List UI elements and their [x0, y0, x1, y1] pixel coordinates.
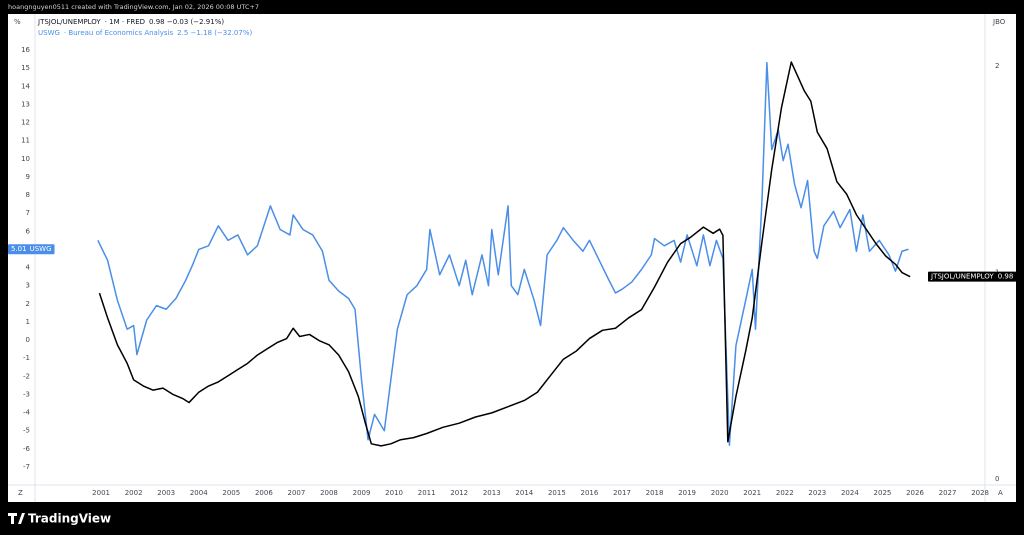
y-tick-label: -4: [23, 409, 31, 417]
corner-left[interactable]: Z: [18, 489, 23, 497]
brand-logo: [8, 513, 25, 524]
x-tick-label: 2014: [515, 489, 533, 497]
y-tick-label: 7: [26, 209, 30, 217]
x-tick-label: 2026: [906, 489, 924, 497]
y-tick-label: 16: [21, 46, 30, 54]
tag-name: JTSJOL/UNEMPLOY: [930, 273, 994, 281]
last-value-tag: 5.01 USWG: [8, 244, 55, 255]
x-tick-label: 2003: [157, 489, 175, 497]
x-tick-label: 2010: [385, 489, 403, 497]
x-tick-label: 2020: [711, 489, 729, 497]
x-tick-label: 2005: [222, 489, 240, 497]
legend-quote: 2.5 −1.18 (−32.07%): [177, 29, 252, 37]
y-tick-label: 13: [21, 100, 30, 108]
x-tick-label: 2013: [483, 489, 501, 497]
y-tick-label: -2: [23, 372, 30, 380]
legend-source: · Bureau of Economics Analysis: [64, 29, 174, 37]
y-tick-label: 2: [26, 300, 30, 308]
brand: TradingView: [28, 512, 111, 526]
x-tick-label: 2011: [418, 489, 436, 497]
tag-value: 5.01: [11, 245, 27, 253]
banner: hoangnguyen0511 created with TradingView…: [8, 3, 259, 11]
x-tick-label: 2017: [613, 489, 631, 497]
y-tick-label: -5: [23, 427, 30, 435]
x-tick-label: 2016: [581, 489, 599, 497]
tag-background: [8, 244, 55, 255]
right-unit: JBO: [992, 18, 1006, 26]
y-tick-label: 11: [21, 137, 30, 145]
legend-source: · 1M · FRED: [105, 18, 145, 26]
corner-right[interactable]: A: [998, 489, 1003, 497]
x-tick-label: 2024: [841, 489, 859, 497]
last-value-tag: JTSJOL/UNEMPLOY 0.98: [928, 271, 1017, 282]
y-tick-label: 15: [21, 64, 30, 72]
y-tick-label: 8: [26, 191, 30, 199]
y-tick-label: -7: [23, 463, 30, 471]
plot: [97, 61, 911, 447]
y-tick-label: 3: [26, 282, 30, 290]
y-tick-label: 6: [26, 227, 31, 235]
y2-tick-label: 2: [995, 62, 999, 70]
x-tick-label: 2023: [808, 489, 826, 497]
x-tick-label: 2021: [743, 489, 761, 497]
legend-name: JTSJOL/UNEMPLOY: [37, 18, 101, 26]
x-tick-label: 2015: [548, 489, 566, 497]
y2-tick-label: 0: [995, 475, 999, 483]
tag-background: [928, 271, 1017, 282]
tag-name: USWG: [30, 245, 52, 253]
tag-value: 0.98: [998, 273, 1014, 281]
x-tick-label: 2002: [125, 489, 143, 497]
legend-name: USWG: [38, 29, 60, 37]
y-tick-label: 14: [21, 82, 30, 90]
x-tick-label: 2008: [320, 489, 338, 497]
x-tick-label: 2022: [776, 489, 794, 497]
x-tick-label: 2027: [939, 489, 957, 497]
x-tick-label: 2019: [678, 489, 696, 497]
chart-panel: [8, 14, 1016, 502]
x-tick-label: 2025: [874, 489, 892, 497]
y-tick-label: 9: [26, 173, 30, 181]
y-tick-label: 4: [26, 264, 31, 272]
x-tick-label: 2012: [450, 489, 468, 497]
y-tick-label: 1: [26, 318, 30, 326]
series-line: [97, 61, 909, 446]
y-tick-label: 10: [21, 155, 30, 163]
y-tick-label: -1: [23, 354, 30, 362]
x-tick-label: 2004: [190, 489, 208, 497]
x-tick-label: 2009: [353, 489, 371, 497]
x-tick-label: 2006: [255, 489, 273, 497]
x-tick-label: 2028: [971, 489, 989, 497]
series-line: [98, 61, 911, 447]
x-tick-label: 2018: [646, 489, 664, 497]
y-tick-label: -3: [23, 390, 30, 398]
y-tick-label: 12: [21, 119, 30, 127]
x-tick-label: 2001: [92, 489, 110, 497]
x-tick-label: 2007: [288, 489, 306, 497]
left-unit: %: [14, 18, 21, 26]
y-tick-label: -6: [23, 445, 31, 453]
legend-quote: 0.98 −0.03 (−2.91%): [149, 18, 224, 26]
y-tick-label: 0: [26, 336, 30, 344]
